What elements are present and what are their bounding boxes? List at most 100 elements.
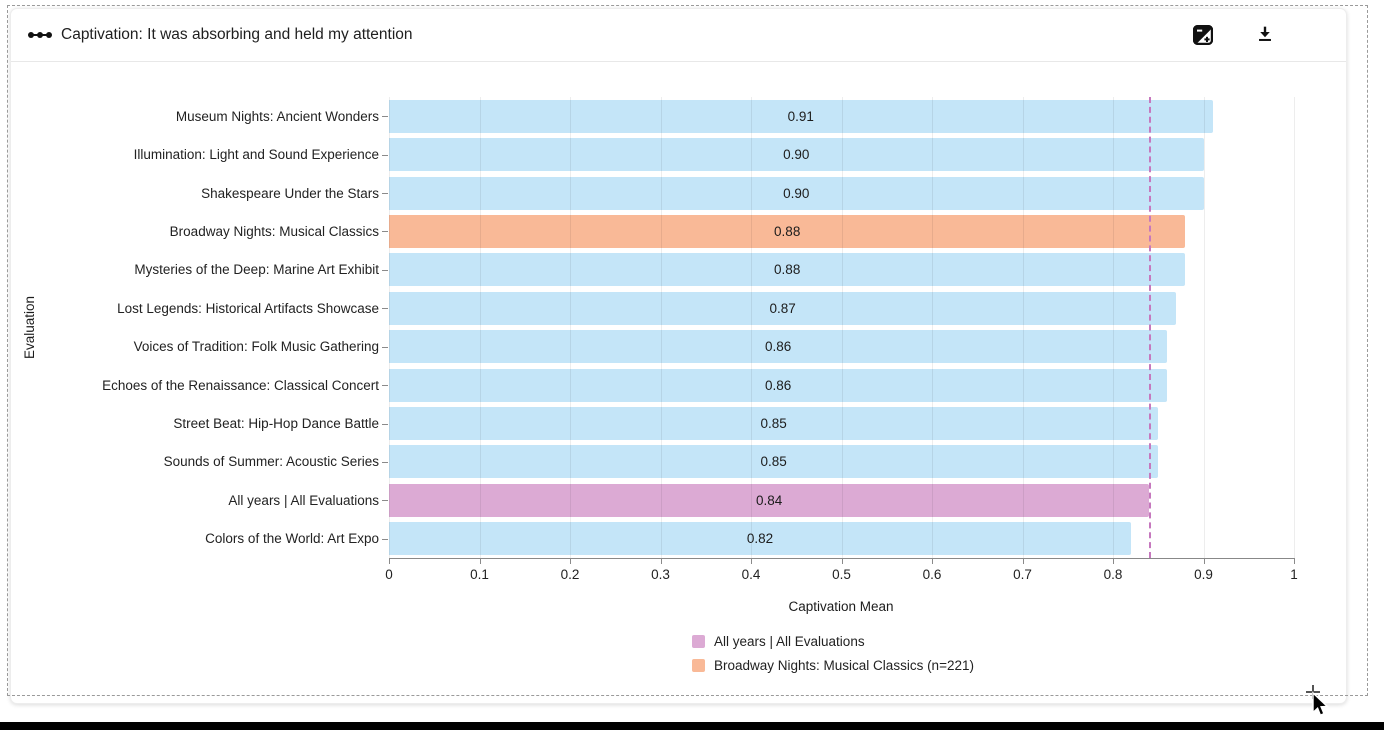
window-bottom-edge — [0, 722, 1384, 730]
category-label: Sounds of Summer: Acoustic Series — [163, 454, 379, 470]
legend-swatch — [692, 658, 705, 672]
bar[interactable] — [389, 214, 1186, 248]
gridline — [751, 97, 752, 558]
bar-value-label: 0.88 — [774, 223, 801, 239]
category-label: Colors of the World: Art Expo — [205, 531, 379, 547]
x-axis-tick-label: 0.1 — [470, 567, 489, 582]
x-axis-title: Captivation Mean — [788, 599, 894, 614]
bar-value-label: 0.87 — [769, 300, 796, 316]
y-axis-tick — [382, 231, 388, 233]
y-axis-tick — [382, 461, 388, 463]
category-label: Museum Nights: Ancient Wonders — [175, 108, 379, 124]
widget-header: Captivation: It was absorbing and held m… — [11, 9, 1346, 62]
gridline — [479, 97, 481, 558]
legend-label: Broadway Nights: Musical Classics (n=221… — [714, 657, 974, 673]
bar-value-label: 0.86 — [765, 339, 792, 355]
y-axis-tick — [382, 385, 388, 387]
x-axis-tick — [1203, 558, 1205, 564]
gridline — [570, 97, 571, 558]
bar[interactable] — [389, 330, 1168, 364]
x-axis-tick-label: 1 — [1290, 567, 1298, 582]
gridline — [1294, 97, 1295, 558]
mouse-arrow-cursor — [1312, 691, 1329, 717]
legend-label: All years | All Evaluations — [714, 633, 865, 649]
y-axis-tick — [382, 116, 388, 118]
bar-value-label: 0.85 — [760, 454, 787, 470]
x-axis-tick-label: 0.5 — [832, 567, 851, 582]
bar[interactable] — [389, 483, 1150, 517]
category-label: Lost Legends: Historical Artifacts Showc… — [117, 300, 379, 316]
bar[interactable] — [389, 368, 1168, 402]
bar[interactable] — [389, 522, 1132, 556]
x-axis-tick-label: 0.8 — [1103, 567, 1123, 582]
category-label: Street Beat: Hip-Hop Dance Battle — [173, 416, 379, 432]
category-label: Broadway Nights: Musical Classics — [169, 223, 379, 239]
gridline — [841, 97, 843, 558]
bar-chart: Evaluation Museum Nights: Ancient Wonder… — [11, 61, 1346, 703]
category-label: Echoes of the Renaissance: Classical Con… — [102, 377, 379, 393]
bar[interactable] — [389, 138, 1204, 172]
x-axis-tick-label: 0.3 — [651, 567, 670, 582]
bar-value-label: 0.88 — [774, 262, 801, 278]
gridline — [1203, 97, 1205, 558]
x-axis-tick — [1113, 558, 1114, 564]
gridline — [389, 97, 390, 558]
download-icon[interactable] — [1251, 21, 1279, 49]
bar-value-label: 0.85 — [760, 416, 787, 432]
x-axis-tick — [1294, 558, 1295, 564]
bar[interactable] — [389, 291, 1177, 325]
x-axis-tick — [932, 558, 933, 564]
bar-value-label: 0.90 — [783, 185, 810, 201]
x-axis-tick — [751, 558, 752, 564]
plus-minus-contrast-icon[interactable] — [1189, 21, 1217, 49]
gridline — [1113, 97, 1114, 558]
x-axis-tick — [389, 558, 390, 564]
bar-value-label: 0.91 — [787, 108, 814, 124]
legend-item: Broadway Nights: Musical Classics (n=221… — [692, 653, 974, 677]
x-axis-tick — [1022, 558, 1024, 564]
x-axis-tick-label: 0 — [385, 567, 393, 582]
chart-widget-card: Captivation: It was absorbing and held m… — [10, 8, 1347, 704]
category-label: Illumination: Light and Sound Experience — [133, 147, 379, 163]
category-axis: Museum Nights: Ancient Wonders Illuminati… — [11, 97, 379, 558]
legend-swatch — [692, 634, 705, 648]
widget-title: Captivation: It was absorbing and held m… — [61, 26, 413, 43]
x-axis-tick-label: 0.4 — [741, 567, 761, 582]
category-label: Mysteries of the Deep: Marine Art Exhibi… — [134, 262, 379, 278]
bar[interactable] — [389, 407, 1159, 441]
x-axis-tick-label: 0.7 — [1013, 567, 1032, 582]
y-axis-tick — [382, 538, 388, 540]
y-axis-tick — [382, 346, 388, 348]
bar[interactable] — [389, 99, 1213, 133]
gridline — [932, 97, 933, 558]
gridline — [660, 97, 662, 558]
legend-item: All years | All Evaluations — [692, 629, 974, 653]
y-axis-tick — [382, 269, 388, 271]
x-axis-tick — [570, 558, 571, 564]
y-axis-tick — [382, 308, 388, 310]
category-label: Voices of Tradition: Folk Music Gatherin… — [133, 339, 379, 355]
bar-value-label: 0.90 — [783, 147, 810, 163]
category-label: All years | All Evaluations — [228, 492, 379, 508]
bar-value-label: 0.82 — [746, 531, 774, 547]
x-axis-tick — [479, 558, 481, 564]
gridline — [1022, 97, 1024, 558]
x-axis-tick-label: 0.2 — [560, 567, 580, 582]
x-axis-tick — [660, 558, 662, 564]
y-axis-tick — [382, 154, 388, 156]
bar[interactable] — [389, 445, 1159, 479]
legend: All years | All Evaluations Broadway Nigh… — [692, 629, 974, 677]
category-label: Shakespeare Under the Stars — [201, 185, 379, 201]
x-axis-tick — [841, 558, 843, 564]
bar-value-label: 0.84 — [755, 492, 783, 508]
y-axis-tick — [382, 423, 388, 425]
x-axis-tick-label: 0.9 — [1194, 567, 1213, 582]
y-axis-tick — [382, 500, 388, 502]
reference-line — [1149, 97, 1152, 558]
bar[interactable] — [389, 176, 1204, 210]
x-axis-tick-label: 0.6 — [922, 567, 942, 582]
y-axis-tick — [382, 193, 388, 195]
drag-handle-icon[interactable] — [27, 26, 53, 44]
bar[interactable] — [389, 253, 1186, 287]
